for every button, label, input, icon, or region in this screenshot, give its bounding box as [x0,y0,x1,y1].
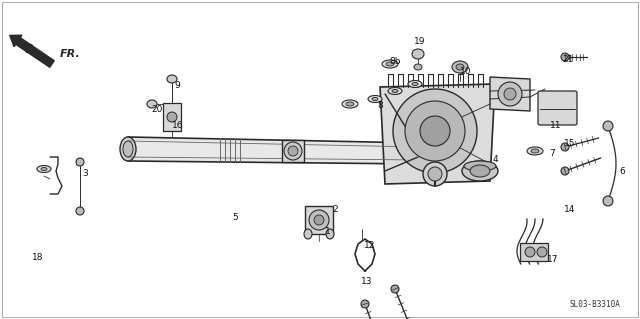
Ellipse shape [470,165,490,177]
Ellipse shape [123,141,133,157]
Bar [163,103,181,131]
Text: FR.: FR. [60,49,81,59]
Ellipse shape [304,229,312,239]
Ellipse shape [76,158,84,166]
Text: 8: 8 [377,100,383,109]
Ellipse shape [537,247,547,257]
FancyArrow shape [10,35,54,67]
Ellipse shape [391,285,399,293]
Ellipse shape [372,98,378,100]
Ellipse shape [382,60,398,68]
Ellipse shape [527,147,543,155]
Bar [305,206,333,234]
Ellipse shape [428,167,442,181]
Ellipse shape [388,87,402,94]
Ellipse shape [561,143,569,151]
Ellipse shape [423,162,447,186]
Text: 19: 19 [414,38,426,47]
Ellipse shape [147,100,157,108]
Ellipse shape [561,167,569,175]
Ellipse shape [288,146,298,156]
Polygon shape [128,137,420,164]
Ellipse shape [76,207,84,215]
Text: 17: 17 [547,256,559,264]
Text: 13: 13 [361,278,372,286]
Ellipse shape [464,161,496,171]
Text: 18: 18 [32,254,44,263]
Ellipse shape [314,215,324,225]
Ellipse shape [603,196,613,206]
Text: 14: 14 [564,205,576,214]
Ellipse shape [414,64,422,70]
Ellipse shape [561,53,569,61]
Ellipse shape [531,149,539,153]
FancyBboxPatch shape [538,91,577,125]
Text: 9: 9 [174,80,180,90]
Ellipse shape [408,80,422,87]
Text: 16: 16 [172,121,184,130]
Ellipse shape [504,88,516,100]
Ellipse shape [405,101,465,161]
Ellipse shape [393,89,477,173]
Ellipse shape [37,166,51,173]
Polygon shape [380,84,495,184]
Ellipse shape [412,83,418,85]
Text: 11: 11 [550,122,562,130]
Ellipse shape [167,112,177,122]
Text: 21: 21 [563,56,573,64]
Ellipse shape [452,61,468,73]
Text: 12: 12 [364,241,376,249]
Text: 20: 20 [151,106,163,115]
Ellipse shape [342,100,358,108]
Text: 1: 1 [325,227,331,236]
Text: 2: 2 [332,205,338,214]
Polygon shape [490,77,530,111]
Ellipse shape [167,75,177,83]
Text: 10: 10 [460,68,472,77]
Text: 6: 6 [619,167,625,175]
Ellipse shape [120,137,136,161]
Text: SL03-B3310A: SL03-B3310A [569,300,620,309]
Ellipse shape [386,62,394,66]
Ellipse shape [420,116,450,146]
Ellipse shape [41,167,47,170]
Ellipse shape [284,142,302,160]
Ellipse shape [456,64,464,70]
Ellipse shape [462,161,498,181]
Text: 15: 15 [564,138,576,147]
Bar [520,243,548,261]
Text: 7: 7 [549,149,555,158]
Ellipse shape [412,49,424,59]
Ellipse shape [368,95,382,102]
Text: 8b: 8b [389,57,401,66]
Bar [282,140,304,162]
Ellipse shape [603,121,613,131]
Ellipse shape [326,229,334,239]
Text: 5: 5 [232,213,238,222]
Ellipse shape [392,90,398,93]
Ellipse shape [346,102,354,106]
Ellipse shape [525,247,535,257]
Ellipse shape [309,210,329,230]
Text: 3: 3 [82,169,88,179]
Ellipse shape [361,300,369,308]
Ellipse shape [498,82,522,106]
Text: 4: 4 [492,155,498,165]
